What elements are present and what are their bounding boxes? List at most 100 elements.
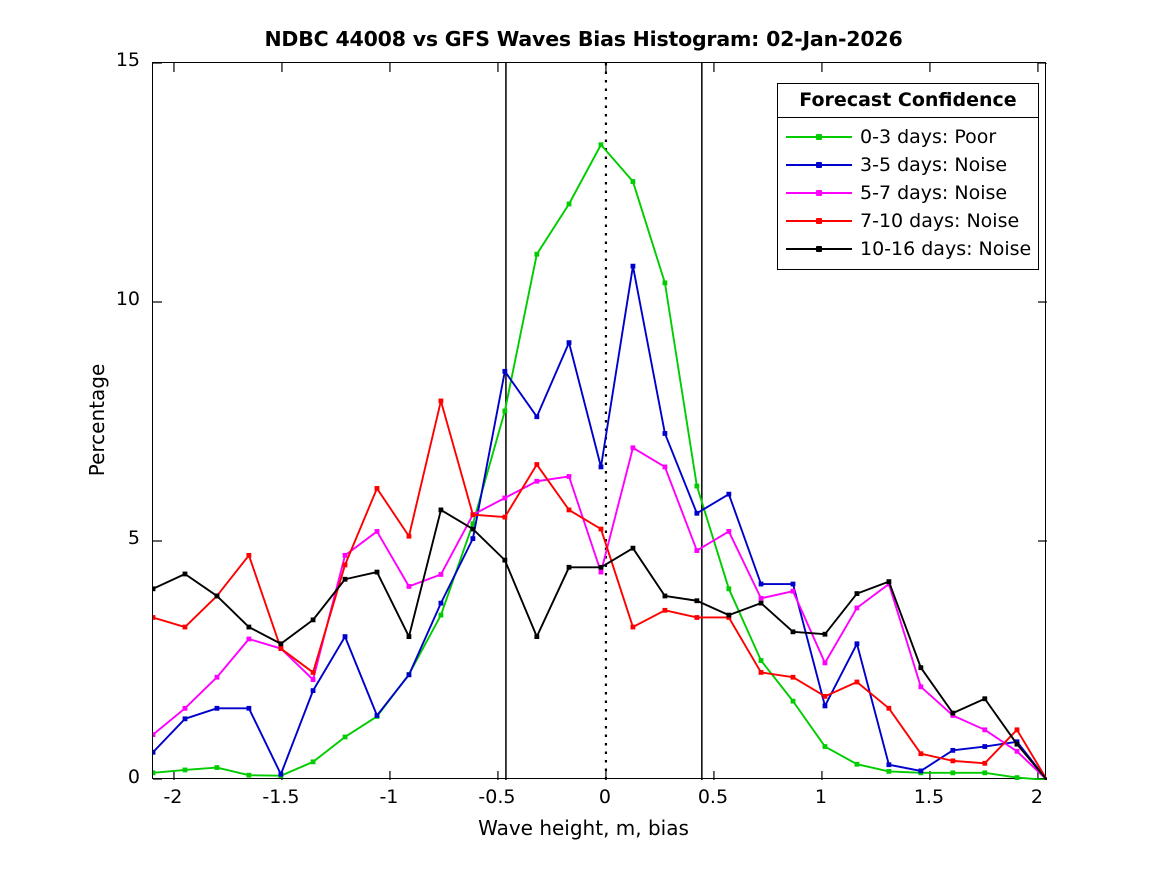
series-marker	[182, 767, 188, 773]
series-marker	[502, 368, 508, 374]
series-marker	[950, 770, 956, 776]
series-marker	[342, 734, 348, 740]
x-axis-title: Wave height, m, bias	[478, 816, 689, 840]
series-marker	[854, 761, 860, 767]
series-marker	[502, 557, 508, 563]
series-marker	[918, 665, 924, 671]
series-marker	[598, 526, 604, 532]
legend-marker-icon	[816, 162, 822, 168]
y-axis-tick-labels: 0 5 10 15	[78, 0, 140, 875]
x-tick-label: 1	[814, 786, 827, 808]
series-marker	[758, 658, 764, 663]
series-marker	[438, 612, 444, 618]
series-marker	[790, 698, 796, 704]
series-marker	[790, 629, 796, 635]
series-marker	[153, 770, 156, 776]
legend-marker-icon	[816, 190, 822, 196]
legend-item-0[interactable]: 0-3 days: Poor	[778, 123, 1038, 151]
y-tick-label: 10	[115, 288, 140, 310]
series-marker	[310, 677, 316, 683]
series-line-1	[153, 265, 1047, 780]
series-marker	[854, 591, 860, 596]
series-marker	[502, 495, 508, 501]
legend-item-label: 3-5 days: Noise	[860, 154, 1008, 176]
series-marker	[726, 612, 732, 618]
series-marker	[153, 732, 156, 737]
series-marker	[246, 552, 252, 558]
legend-item-label: 0-3 days: Poor	[860, 126, 997, 148]
series-marker	[1014, 741, 1020, 747]
series-marker	[598, 569, 604, 575]
series-marker	[438, 572, 444, 577]
series-line-3	[153, 400, 1047, 780]
series-marker	[182, 705, 188, 711]
series-marker	[630, 624, 636, 630]
series-marker	[342, 576, 348, 582]
series-marker	[950, 747, 956, 753]
legend-title: Forecast Confidence	[778, 84, 1038, 118]
legend-item-1[interactable]: 3-5 days: Noise	[778, 151, 1038, 179]
x-tick-label: 2	[1030, 786, 1043, 808]
legend-line-swatch	[786, 185, 852, 201]
series-marker	[822, 703, 828, 709]
series-marker	[630, 545, 636, 551]
series-marker	[566, 201, 572, 207]
series-marker	[598, 142, 604, 148]
series-marker	[982, 760, 988, 766]
series-marker	[278, 771, 284, 777]
series-marker	[310, 670, 316, 675]
series-marker	[918, 684, 924, 690]
legend-item-3[interactable]: 7-10 days: Noise	[778, 207, 1038, 235]
series-marker	[886, 762, 892, 768]
series-marker	[438, 398, 444, 404]
series-marker	[790, 588, 796, 594]
series-marker	[214, 674, 220, 680]
series-marker	[374, 569, 380, 575]
series-marker	[598, 464, 604, 470]
legend-item-4[interactable]: 10-16 days: Noise	[778, 235, 1038, 263]
x-tick-label: 0.5	[697, 786, 729, 808]
series-marker	[566, 340, 572, 346]
legend-line-swatch	[786, 241, 852, 257]
series-marker	[502, 408, 508, 414]
x-tick-label: 0	[598, 786, 611, 808]
series-marker	[214, 765, 220, 770]
series-marker	[790, 581, 796, 587]
y-tick-label: 15	[115, 49, 140, 71]
series-marker	[438, 600, 444, 606]
series-marker	[918, 751, 924, 757]
series-marker	[534, 251, 540, 257]
series-marker	[1014, 748, 1020, 754]
series-marker	[534, 634, 540, 639]
x-tick-label: -1.5	[262, 786, 300, 808]
legend: Forecast Confidence 0-3 days: Poor 3-5 da…	[777, 83, 1039, 270]
series-marker	[406, 634, 412, 639]
series-marker	[246, 772, 252, 778]
series-marker	[758, 595, 764, 601]
series-marker	[342, 562, 348, 568]
legend-item-2[interactable]: 5-7 days: Noise	[778, 179, 1038, 207]
page-title: NDBC 44008 vs GFS Waves Bias Histogram: …	[264, 27, 903, 51]
legend-marker-icon	[816, 218, 822, 224]
series-marker	[534, 414, 540, 420]
series-marker	[278, 641, 284, 647]
series-marker	[534, 462, 540, 467]
series-marker	[822, 744, 828, 749]
series-marker	[758, 670, 764, 675]
series-marker	[918, 768, 924, 774]
series-marker	[406, 584, 412, 589]
series-marker	[854, 679, 860, 685]
series-marker	[758, 581, 764, 587]
series-marker	[566, 474, 572, 479]
series-marker	[726, 491, 732, 497]
series-marker	[630, 445, 636, 451]
series-marker	[182, 624, 188, 630]
series-marker	[246, 624, 252, 630]
series-marker	[406, 672, 412, 678]
series-marker	[502, 514, 508, 520]
plot-svg	[153, 63, 1047, 780]
series-marker	[534, 478, 540, 484]
series-marker	[982, 727, 988, 733]
legend-items: 0-3 days: Poor 3-5 days: Noise 5-7 days: N…	[778, 118, 1038, 269]
x-tick-label: 1.5	[913, 786, 945, 808]
